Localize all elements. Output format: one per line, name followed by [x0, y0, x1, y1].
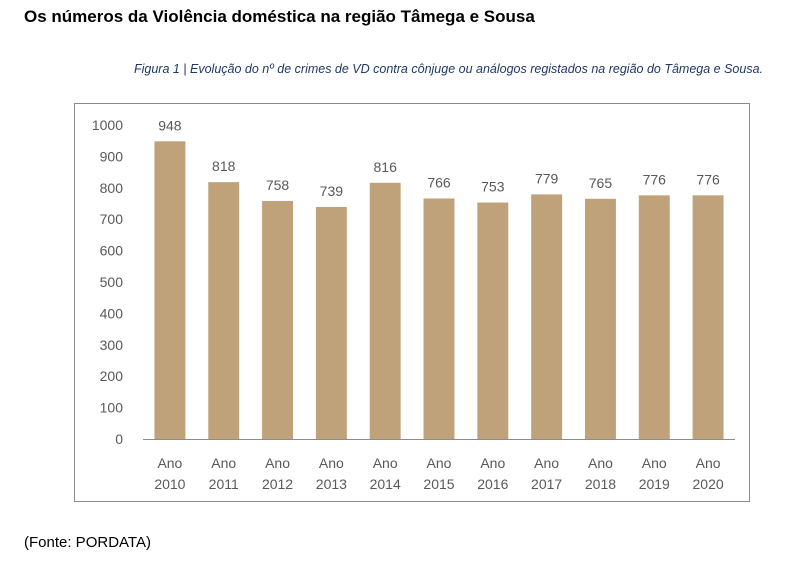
x-tick-label-5-line-1: 2015 [423, 476, 454, 492]
x-tick-label-9-line-1: 2019 [639, 476, 670, 492]
y-tick-label: 500 [100, 274, 124, 290]
x-tick-label-2-line-1: 2012 [262, 476, 293, 492]
y-tick-label: 200 [100, 368, 124, 384]
data-label-4: 816 [374, 159, 398, 175]
y-tick-label: 800 [100, 180, 124, 196]
bar-8 [584, 198, 616, 439]
bar-5 [423, 198, 455, 439]
data-label-0: 948 [158, 117, 182, 133]
bar-9 [638, 195, 670, 439]
chart-frame: 0 100 200 300 400 500 600 700 800 900 1000 948 Ano 20… [74, 103, 750, 502]
x-tick-label-2-line-0: Ano [265, 455, 290, 471]
x-tick-label-0-line-0: Ano [157, 455, 182, 471]
y-tick-label: 600 [100, 243, 124, 259]
data-label-9: 776 [643, 171, 667, 187]
x-tick-label-4-line-0: Ano [373, 455, 398, 471]
x-tick-label-5-line-0: Ano [427, 455, 452, 471]
bar-0 [154, 141, 186, 439]
x-tick-label-3-line-0: Ano [319, 455, 344, 471]
bar-7 [531, 194, 563, 439]
data-label-6: 753 [481, 179, 505, 195]
data-label-7: 779 [535, 170, 559, 186]
data-label-2: 758 [266, 177, 290, 193]
figure-caption: Figura 1 | Evolução do nº de crimes de V… [133, 62, 763, 76]
x-tick-label-3-line-1: 2013 [316, 476, 347, 492]
y-tick-label: 900 [100, 148, 124, 164]
x-tick-label-1-line-0: Ano [211, 455, 236, 471]
x-tick-label-8-line-1: 2018 [585, 476, 616, 492]
x-tick-label-6-line-0: Ano [480, 455, 505, 471]
data-label-1: 818 [212, 158, 236, 174]
bar-3 [315, 206, 347, 439]
y-tick-label: 1000 [92, 117, 123, 133]
page-title: Os números da Violência doméstica na reg… [24, 7, 535, 26]
x-tick-label-7-line-1: 2017 [531, 476, 562, 492]
y-tick-label: 0 [115, 431, 123, 447]
data-label-3: 739 [320, 183, 344, 199]
data-label-8: 765 [589, 175, 613, 191]
y-tick-label: 700 [100, 211, 124, 227]
bar-chart: 0 100 200 300 400 500 600 700 800 900 1000 948 Ano 20… [92, 117, 735, 492]
y-tick-label: 100 [100, 400, 124, 416]
bar-2 [262, 200, 294, 439]
x-tick-label-8-line-0: Ano [588, 455, 613, 471]
bar-6 [477, 202, 509, 439]
x-tick-label-10-line-1: 2020 [693, 476, 724, 492]
bar-4 [369, 182, 401, 439]
y-tick-label: 300 [100, 337, 124, 353]
x-tick-label-0-line-1: 2010 [154, 476, 185, 492]
x-tick-label-9-line-0: Ano [642, 455, 667, 471]
x-tick-label-7-line-0: Ano [534, 455, 559, 471]
y-tick-label: 400 [100, 305, 124, 321]
x-tick-label-1-line-1: 2011 [209, 476, 239, 492]
x-tick-label-6-line-1: 2016 [477, 476, 508, 492]
x-tick-label-10-line-0: Ano [696, 455, 721, 471]
bar-10 [692, 195, 724, 439]
data-label-10: 776 [696, 171, 720, 187]
bar-1 [208, 182, 240, 439]
source-note: (Fonte: PORDATA) [24, 534, 151, 551]
data-label-5: 766 [427, 174, 451, 190]
x-tick-label-4-line-1: 2014 [370, 476, 401, 492]
